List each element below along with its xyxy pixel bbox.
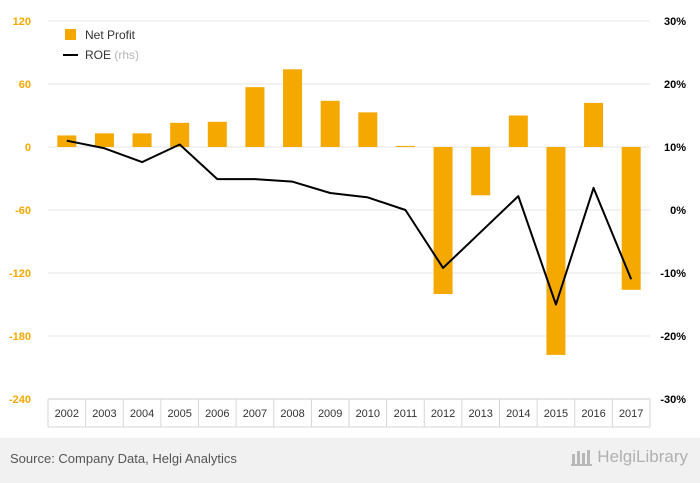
right-axis-ticks: 30% 20% 10% 0% -10% -20% -30% [660,16,686,406]
x-tick-label: 2015 [544,408,568,420]
net-profit-bar [245,87,265,147]
x-tick-label: 2010 [356,408,380,420]
net-profit-bar [395,145,415,147]
legend-rhs-note: (rhs) [114,48,139,62]
legend-swatch-net-profit [65,29,76,40]
net-profit-bar [433,147,453,294]
left-tick-label: 120 [13,16,31,28]
x-tick-label: 2016 [581,408,605,420]
x-tick-label: 2013 [468,408,492,420]
net-profit-bar [132,133,152,147]
left-axis-ticks: 120 60 0 -60 -120 -180 -240 [9,16,31,406]
x-tick-label: 2012 [431,408,455,420]
x-tick-label: 2011 [394,408,418,420]
right-tick-label: -10% [660,268,686,280]
right-tick-label: 0% [670,205,686,217]
x-tick-label: 2014 [506,408,530,420]
net-profit-bar [546,147,566,355]
chart: 120 60 0 -60 -120 -180 -240 30% 20% 10% 0% -10% -20… [9,16,686,428]
brand-name: HelgiLibrary [597,447,688,466]
x-axis: 2002 2003 2004 2005 2006 2007 2008 2009 2010 2011… [47,398,651,428]
net-profit-bar [170,122,190,147]
left-tick-label: -60 [15,205,31,217]
x-tick-label: 2009 [318,408,342,420]
legend-label-net-profit: Net Profit [85,28,136,42]
left-tick-label: 0 [25,142,31,154]
net-profit-bar [358,112,378,147]
left-tick-label: -120 [9,268,31,280]
net-profit-bar [471,147,491,196]
right-tick-label: 20% [664,79,686,91]
x-tick-label: 2017 [619,408,643,420]
x-tick-label: 2003 [92,408,116,420]
roe-line [66,139,633,306]
net-profit-bars [57,69,641,355]
left-tick-label: -180 [9,331,31,343]
net-profit-bar [621,147,641,290]
library-icon [571,450,593,466]
right-tick-label: 30% [664,16,686,28]
left-tick-label: -240 [9,394,31,406]
x-tick-label: 2007 [243,408,267,420]
legend-label-roe: ROE (rhs) [85,48,139,62]
source-text: Source: Company Data, Helgi Analytics [10,451,237,466]
net-profit-bar [584,102,604,147]
net-profit-bar [508,115,528,147]
left-tick-label: 60 [19,79,31,91]
x-tick-label: 2006 [205,408,229,420]
brand-logo: HelgiLibrary [571,447,688,467]
roe-line-group [66,139,633,306]
net-profit-bar [207,121,227,147]
x-tick-label: 2008 [280,408,304,420]
right-tick-label: -30% [660,394,686,406]
x-tick-label: 2002 [55,408,79,420]
x-tick-label: 2005 [167,408,191,420]
net-profit-bar [283,69,303,147]
footer: Source: Company Data, Helgi Analytics He… [0,438,700,483]
legend: Net Profit ROE (rhs) [63,28,139,62]
net-profit-bar [94,133,114,147]
right-tick-label: 10% [664,142,686,154]
net-profit-bar [320,100,340,147]
right-tick-label: -20% [660,331,686,343]
x-tick-label: 2004 [130,408,154,420]
